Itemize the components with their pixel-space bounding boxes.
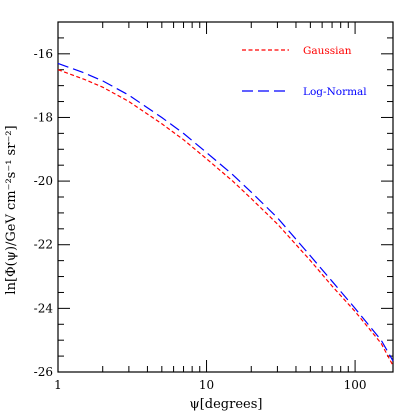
plot-frame	[57, 21, 394, 373]
x-tick-label: 1	[54, 378, 62, 392]
y-axis: -26 -24 -22 -20 -18 -16	[34, 21, 393, 379]
y-tick-label: -26	[34, 365, 53, 379]
y-tick-label: -16	[34, 47, 53, 61]
series-line-log-normal	[57, 62, 394, 362]
y-axis-label: ln[Φ(ψ)/GeV cm⁻²s⁻¹ sr⁻²]	[4, 125, 19, 294]
series-line-gaussian	[57, 69, 394, 366]
legend-label: Log-Normal	[303, 86, 367, 98]
y-tick-label: -20	[34, 174, 53, 188]
legend: Gaussian Log-Normal	[242, 45, 367, 98]
x-tick-label: 100	[344, 378, 367, 392]
series-lines	[57, 62, 394, 366]
legend-label: Gaussian	[303, 45, 352, 57]
x-axis: 1 10 100	[54, 22, 367, 392]
y-tick-label: -22	[34, 238, 53, 252]
x-tick-label: 10	[199, 378, 214, 392]
y-tick-label: -24	[34, 301, 54, 315]
x-axis-label: ψ[degrees]	[190, 397, 263, 412]
y-tick-label: -18	[34, 110, 53, 124]
plot-area	[57, 21, 394, 373]
